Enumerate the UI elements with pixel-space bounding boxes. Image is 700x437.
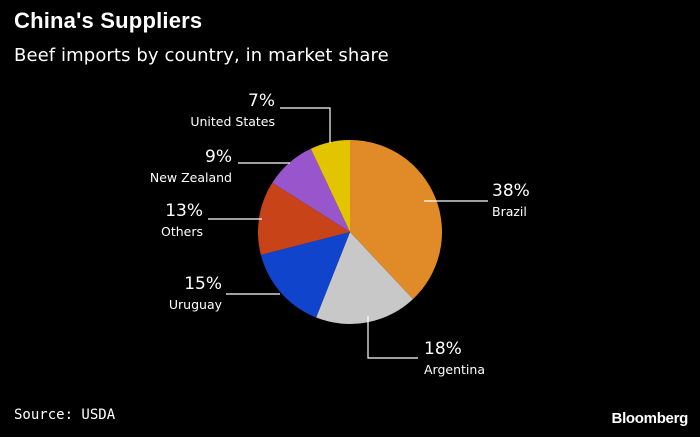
category-label-united-states: United States <box>190 114 275 129</box>
leader-line-argentina <box>367 316 418 359</box>
chart-subtitle: Beef imports by country, in market share <box>14 45 389 66</box>
bloomberg-logo: Bloomberg <box>611 410 689 427</box>
chart-title: China's Suppliers <box>14 8 203 33</box>
category-label-others: Others <box>161 224 203 239</box>
pct-label-brazil: 38% <box>492 181 530 201</box>
pie-slice-uruguay <box>260 232 350 318</box>
leader-line-united-states <box>280 107 331 143</box>
pie-slice-brazil <box>350 140 443 300</box>
category-label-new-zealand: New Zealand <box>150 170 232 185</box>
pct-label-uruguay: 15% <box>184 274 222 294</box>
pct-label-others: 13% <box>165 201 203 221</box>
pie-slice-others <box>257 182 350 255</box>
source-note: Source: USDA <box>14 407 116 423</box>
pie-slice-united-states <box>310 140 350 232</box>
pie-slice-argentina <box>316 232 413 325</box>
category-label-uruguay: Uruguay <box>169 297 223 312</box>
pct-label-united-states: 7% <box>248 91 275 111</box>
pct-label-argentina: 18% <box>424 339 462 359</box>
category-label-brazil: Brazil <box>492 204 527 219</box>
category-label-argentina: Argentina <box>424 362 485 377</box>
pct-label-new-zealand: 9% <box>205 147 232 167</box>
pie-slice-new-zealand <box>272 148 350 232</box>
